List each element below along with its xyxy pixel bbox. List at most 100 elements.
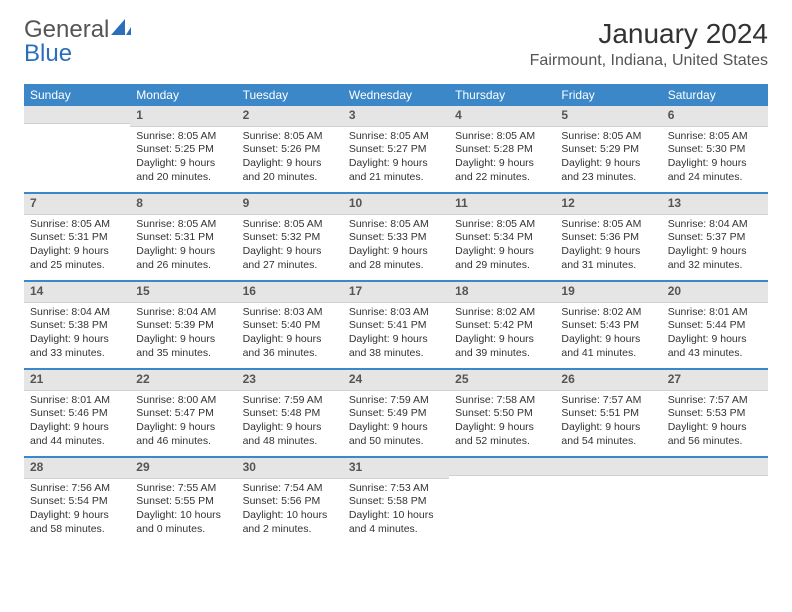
sunset-text: Sunset: 5:41 PM bbox=[349, 319, 443, 333]
day-number: 2 bbox=[237, 106, 343, 127]
day-number bbox=[555, 458, 661, 476]
day-cell: 9Sunrise: 8:05 AMSunset: 5:32 PMDaylight… bbox=[237, 194, 343, 280]
daylight-text: Daylight: 9 hours and 38 minutes. bbox=[349, 333, 443, 360]
day-cell: 16Sunrise: 8:03 AMSunset: 5:40 PMDayligh… bbox=[237, 282, 343, 368]
day-number: 31 bbox=[343, 458, 449, 479]
day-header-cell: Wednesday bbox=[343, 84, 449, 106]
day-cell: 24Sunrise: 7:59 AMSunset: 5:49 PMDayligh… bbox=[343, 370, 449, 456]
day-body: Sunrise: 8:05 AMSunset: 5:29 PMDaylight:… bbox=[555, 127, 661, 189]
day-cell: 13Sunrise: 8:04 AMSunset: 5:37 PMDayligh… bbox=[662, 194, 768, 280]
day-number: 30 bbox=[237, 458, 343, 479]
day-number: 13 bbox=[662, 194, 768, 215]
day-cell: 20Sunrise: 8:01 AMSunset: 5:44 PMDayligh… bbox=[662, 282, 768, 368]
day-cell: 18Sunrise: 8:02 AMSunset: 5:42 PMDayligh… bbox=[449, 282, 555, 368]
day-number: 11 bbox=[449, 194, 555, 215]
sunset-text: Sunset: 5:46 PM bbox=[30, 407, 124, 421]
daylight-text: Daylight: 9 hours and 36 minutes. bbox=[243, 333, 337, 360]
logo-text-blue: Blue bbox=[24, 40, 72, 67]
day-cell: 30Sunrise: 7:54 AMSunset: 5:56 PMDayligh… bbox=[237, 458, 343, 544]
day-cell: 7Sunrise: 8:05 AMSunset: 5:31 PMDaylight… bbox=[24, 194, 130, 280]
daylight-text: Daylight: 10 hours and 0 minutes. bbox=[136, 509, 230, 536]
sunset-text: Sunset: 5:56 PM bbox=[243, 495, 337, 509]
day-cell: 23Sunrise: 7:59 AMSunset: 5:48 PMDayligh… bbox=[237, 370, 343, 456]
sunset-text: Sunset: 5:37 PM bbox=[668, 231, 762, 245]
day-body: Sunrise: 8:05 AMSunset: 5:34 PMDaylight:… bbox=[449, 215, 555, 277]
daylight-text: Daylight: 9 hours and 29 minutes. bbox=[455, 245, 549, 272]
sunrise-text: Sunrise: 8:01 AM bbox=[668, 306, 762, 320]
day-body: Sunrise: 8:01 AMSunset: 5:46 PMDaylight:… bbox=[24, 391, 130, 453]
daylight-text: Daylight: 9 hours and 44 minutes. bbox=[30, 421, 124, 448]
day-cell: 10Sunrise: 8:05 AMSunset: 5:33 PMDayligh… bbox=[343, 194, 449, 280]
day-cell: 8Sunrise: 8:05 AMSunset: 5:31 PMDaylight… bbox=[130, 194, 236, 280]
sunset-text: Sunset: 5:54 PM bbox=[30, 495, 124, 509]
day-number: 5 bbox=[555, 106, 661, 127]
day-number: 28 bbox=[24, 458, 130, 479]
day-body bbox=[662, 476, 768, 483]
week-row: 14Sunrise: 8:04 AMSunset: 5:38 PMDayligh… bbox=[24, 282, 768, 368]
day-cell: 19Sunrise: 8:02 AMSunset: 5:43 PMDayligh… bbox=[555, 282, 661, 368]
day-body: Sunrise: 8:05 AMSunset: 5:27 PMDaylight:… bbox=[343, 127, 449, 189]
daylight-text: Daylight: 9 hours and 22 minutes. bbox=[455, 157, 549, 184]
sunrise-text: Sunrise: 7:59 AM bbox=[243, 394, 337, 408]
sunrise-text: Sunrise: 7:57 AM bbox=[668, 394, 762, 408]
sunset-text: Sunset: 5:25 PM bbox=[136, 143, 230, 157]
day-body: Sunrise: 7:53 AMSunset: 5:58 PMDaylight:… bbox=[343, 479, 449, 541]
sunrise-text: Sunrise: 8:05 AM bbox=[455, 130, 549, 144]
day-header-cell: Monday bbox=[130, 84, 236, 106]
daylight-text: Daylight: 9 hours and 23 minutes. bbox=[561, 157, 655, 184]
day-body: Sunrise: 8:04 AMSunset: 5:39 PMDaylight:… bbox=[130, 303, 236, 365]
day-body bbox=[24, 124, 130, 131]
day-number: 29 bbox=[130, 458, 236, 479]
sunset-text: Sunset: 5:34 PM bbox=[455, 231, 549, 245]
day-cell: 3Sunrise: 8:05 AMSunset: 5:27 PMDaylight… bbox=[343, 106, 449, 192]
day-header-cell: Saturday bbox=[662, 84, 768, 106]
day-body: Sunrise: 7:58 AMSunset: 5:50 PMDaylight:… bbox=[449, 391, 555, 453]
daylight-text: Daylight: 9 hours and 46 minutes. bbox=[136, 421, 230, 448]
day-number: 21 bbox=[24, 370, 130, 391]
sunrise-text: Sunrise: 8:00 AM bbox=[136, 394, 230, 408]
title-block: January 2024 Fairmount, Indiana, United … bbox=[530, 18, 768, 70]
day-body: Sunrise: 8:04 AMSunset: 5:37 PMDaylight:… bbox=[662, 215, 768, 277]
sunset-text: Sunset: 5:48 PM bbox=[243, 407, 337, 421]
week-row: 28Sunrise: 7:56 AMSunset: 5:54 PMDayligh… bbox=[24, 458, 768, 544]
daylight-text: Daylight: 9 hours and 27 minutes. bbox=[243, 245, 337, 272]
daylight-text: Daylight: 9 hours and 31 minutes. bbox=[561, 245, 655, 272]
sunset-text: Sunset: 5:28 PM bbox=[455, 143, 549, 157]
day-body bbox=[449, 476, 555, 483]
day-cell: 17 Sunrise: 8:03 AMSunset: 5:41 PMDayligh… bbox=[343, 282, 449, 368]
day-cell: 11Sunrise: 8:05 AMSunset: 5:34 PMDayligh… bbox=[449, 194, 555, 280]
sunrise-text: Sunrise: 8:01 AM bbox=[30, 394, 124, 408]
daylight-text: Daylight: 9 hours and 39 minutes. bbox=[455, 333, 549, 360]
daylight-text: Daylight: 9 hours and 25 minutes. bbox=[30, 245, 124, 272]
day-cell: 29Sunrise: 7:55 AMSunset: 5:55 PMDayligh… bbox=[130, 458, 236, 544]
day-cell: 25Sunrise: 7:58 AMSunset: 5:50 PMDayligh… bbox=[449, 370, 555, 456]
day-number: 26 bbox=[555, 370, 661, 391]
day-number: 17 bbox=[343, 282, 449, 303]
sunset-text: Sunset: 5:30 PM bbox=[668, 143, 762, 157]
daylight-text: Daylight: 9 hours and 28 minutes. bbox=[349, 245, 443, 272]
day-body: Sunrise: 8:03 AMSunset: 5:40 PMDaylight:… bbox=[237, 303, 343, 365]
sunrise-text: Sunrise: 8:03 AM bbox=[349, 306, 443, 320]
day-number: 16 bbox=[237, 282, 343, 303]
day-header-row: Sunday Monday Tuesday Wednesday Thursday… bbox=[24, 84, 768, 106]
daylight-text: Daylight: 9 hours and 50 minutes. bbox=[349, 421, 443, 448]
day-number: 20 bbox=[662, 282, 768, 303]
sunset-text: Sunset: 5:40 PM bbox=[243, 319, 337, 333]
day-cell bbox=[24, 106, 130, 192]
daylight-text: Daylight: 9 hours and 35 minutes. bbox=[136, 333, 230, 360]
day-cell: 4Sunrise: 8:05 AMSunset: 5:28 PMDaylight… bbox=[449, 106, 555, 192]
logo: General Blue bbox=[24, 18, 131, 66]
sunrise-text: Sunrise: 7:58 AM bbox=[455, 394, 549, 408]
sunset-text: Sunset: 5:53 PM bbox=[668, 407, 762, 421]
day-number: 14 bbox=[24, 282, 130, 303]
day-body: Sunrise: 8:05 AMSunset: 5:31 PMDaylight:… bbox=[24, 215, 130, 277]
sunrise-text: Sunrise: 8:04 AM bbox=[136, 306, 230, 320]
sunrise-text: Sunrise: 8:05 AM bbox=[561, 130, 655, 144]
day-cell: 6Sunrise: 8:05 AMSunset: 5:30 PMDaylight… bbox=[662, 106, 768, 192]
day-body: Sunrise: 8:02 AMSunset: 5:43 PMDaylight:… bbox=[555, 303, 661, 365]
sunset-text: Sunset: 5:39 PM bbox=[136, 319, 230, 333]
sunrise-text: Sunrise: 8:05 AM bbox=[243, 218, 337, 232]
day-cell bbox=[662, 458, 768, 544]
daylight-text: Daylight: 9 hours and 20 minutes. bbox=[136, 157, 230, 184]
day-number: 7 bbox=[24, 194, 130, 215]
